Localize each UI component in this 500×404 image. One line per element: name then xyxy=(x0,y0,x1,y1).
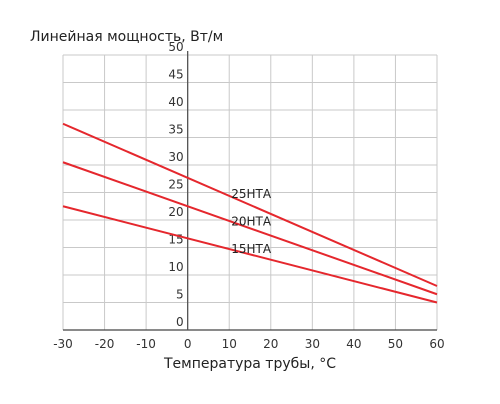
series-line-2 xyxy=(62,161,438,296)
series-label-3: 15НТА xyxy=(231,242,272,256)
x-tick-label: 60 xyxy=(429,337,444,351)
x-tick-label: 30 xyxy=(305,337,320,351)
series-label-1: 25НТА xyxy=(231,187,272,201)
x-axis-title: Температура трубы, °C xyxy=(163,356,336,372)
x-tick-label: -20 xyxy=(95,337,115,351)
x-tick-label: 50 xyxy=(388,337,403,351)
y-tick-label: 5 xyxy=(176,288,184,302)
x-tick-label: 20 xyxy=(263,337,278,351)
x-tick-label: 10 xyxy=(222,337,237,351)
y-tick-label: 35 xyxy=(168,123,183,137)
x-tick-label: 0 xyxy=(184,337,192,351)
y-axis-title: Линейная мощность, Вт/м xyxy=(30,29,224,45)
y-tick-label: 50 xyxy=(168,40,183,54)
x-tick-label: -30 xyxy=(53,337,73,351)
series-label-2: 20НТА xyxy=(231,215,272,229)
y-tick-label: 20 xyxy=(168,205,183,219)
y-tick-label: 30 xyxy=(168,150,183,164)
series-line-3 xyxy=(62,205,438,304)
y-tick-label: 25 xyxy=(168,178,183,192)
x-tick-label: -10 xyxy=(136,337,156,351)
y-tick-label: 45 xyxy=(168,68,183,82)
y-tick-label: 10 xyxy=(168,260,183,274)
x-tick-label: 40 xyxy=(346,337,361,351)
y-tick-label: 0 xyxy=(176,315,184,329)
series-line-1 xyxy=(62,122,438,287)
y-tick-label: 40 xyxy=(168,95,183,109)
